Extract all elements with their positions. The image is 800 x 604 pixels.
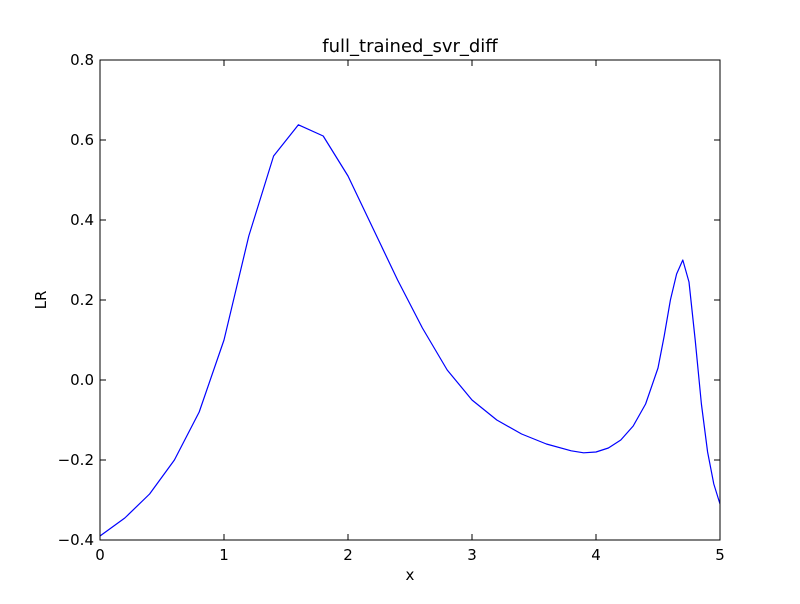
y-tick-label: −0.4 (58, 531, 94, 549)
x-tick-label: 5 (715, 546, 725, 564)
y-tick-label: 0.4 (70, 211, 94, 229)
chart-title: full_trained_svr_diff (322, 36, 498, 57)
y-tick-label: −0.2 (58, 451, 94, 469)
x-tick-label: 2 (343, 546, 353, 564)
y-tick-label: 0.0 (70, 371, 94, 389)
x-tick-label: 4 (591, 546, 601, 564)
x-tick-label: 1 (219, 546, 229, 564)
series-line (99, 124, 721, 537)
y-tick-label: 0.8 (70, 51, 94, 69)
y-axis-label: LR (32, 291, 50, 310)
y-tick-label: 0.2 (70, 291, 94, 309)
x-tick-label: 3 (467, 546, 477, 564)
x-axis-label: x (406, 566, 415, 584)
y-tick-label: 0.6 (70, 131, 94, 149)
x-tick-label: 0 (95, 546, 105, 564)
